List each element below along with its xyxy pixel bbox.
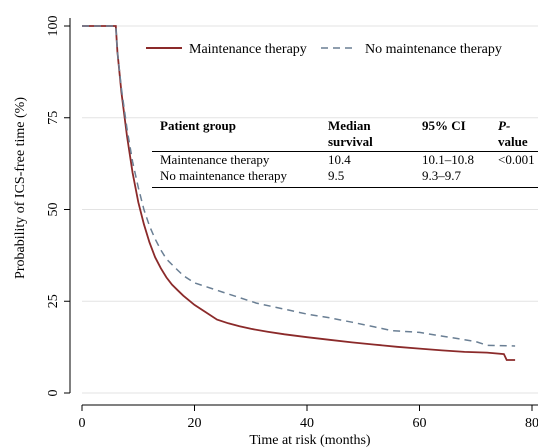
header-survival: survival	[328, 134, 373, 149]
cell-median: 9.5	[328, 168, 345, 183]
y-axis-title: Probability of ICS-free time (%)	[13, 97, 28, 279]
table-header-row: Patient group Median survival 95% CI P- …	[152, 118, 538, 152]
header-p: P-	[498, 118, 511, 133]
header-value: value	[498, 134, 528, 149]
x-tick-label: 0	[79, 416, 86, 431]
cell-ci: 10.1–10.8	[422, 152, 474, 167]
x-tick-label: 60	[413, 416, 427, 431]
cell-group: No maintenance therapy	[160, 168, 288, 183]
x-tick-label: 80	[525, 416, 538, 431]
y-tick-label: 0	[46, 390, 61, 397]
header-median: Median	[328, 118, 371, 133]
table-body: Maintenance therapy 10.4 10.1–10.8 <0.00…	[152, 152, 538, 188]
survival-curves	[82, 25, 516, 361]
median-survival-table: Patient group Median survival 95% CI P- …	[152, 118, 538, 188]
tick-marks: 0 25 50 75 100 0 20 40 60 80	[46, 16, 538, 432]
series-line-maintenance	[82, 25, 516, 361]
y-tick-label: 50	[46, 203, 61, 217]
x-tick-label: 40	[300, 416, 314, 431]
table-row: Maintenance therapy 10.4 10.1–10.8 <0.00…	[152, 152, 538, 168]
x-tick-label: 20	[188, 416, 202, 431]
cell-group: Maintenance therapy	[160, 152, 270, 167]
table-row: No maintenance therapy 9.5 9.3–9.7	[152, 168, 538, 184]
legend-label-maintenance: Maintenance therapy	[189, 42, 307, 57]
legend: Maintenance therapy No maintenance thera…	[146, 42, 502, 57]
y-tick-label: 25	[46, 294, 61, 308]
cell-median: 10.4	[328, 152, 351, 167]
cell-p: <0.001	[498, 152, 535, 167]
grid-lines	[82, 25, 538, 394]
x-axis-title: Time at risk (months)	[249, 433, 371, 448]
legend-label-no-maintenance: No maintenance therapy	[365, 42, 502, 57]
header-ci: 95% CI	[422, 118, 466, 133]
y-tick-label: 75	[46, 111, 61, 125]
y-tick-label: 100	[46, 16, 61, 37]
series-line-no-maintenance	[82, 25, 516, 347]
axes	[69, 18, 538, 406]
header-patient-group: Patient group	[160, 118, 236, 133]
cell-ci: 9.3–9.7	[422, 168, 461, 183]
